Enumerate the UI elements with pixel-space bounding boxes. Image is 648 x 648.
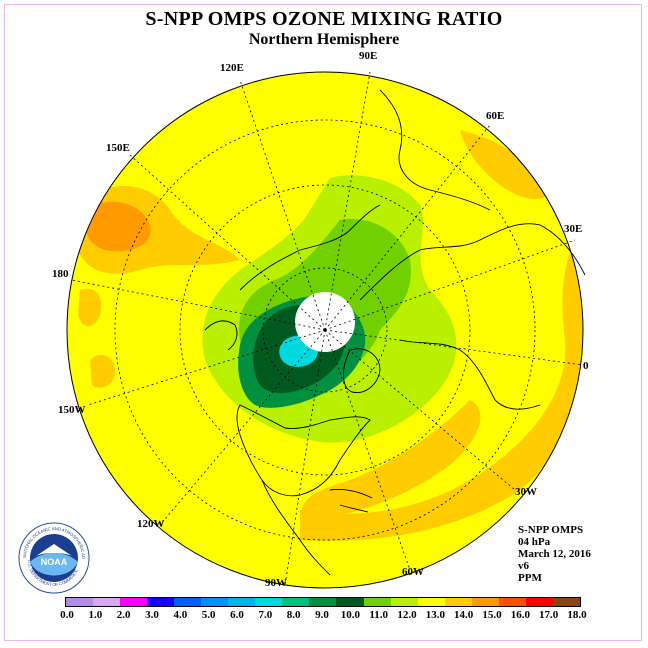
colorbar-segment xyxy=(147,598,175,606)
meridian-120e xyxy=(239,79,326,331)
colorbar-segment xyxy=(363,598,391,606)
coastline-siberia xyxy=(239,204,381,291)
ozone-patch-orange-deep xyxy=(84,201,151,252)
noaa-logo: NOAA NATIONAL OCEANIC AND ATMOSPHERIC AD… xyxy=(18,522,90,594)
lon-label-30e: 30E xyxy=(564,223,583,235)
meridian-30e xyxy=(324,239,576,331)
lon-label-180: 180 xyxy=(52,268,69,280)
lon-label-90w: 90W xyxy=(265,577,287,589)
ozone-band-orange-northeast xyxy=(460,130,550,200)
colorbar-tick-label: 2.0 xyxy=(116,609,131,621)
product-info: S-NPP OMPS 04 hPa March 12, 2016 v6 PPM xyxy=(518,524,591,584)
colorbar-ticks: 0.0 1.0 2.0 3.0 4.0 5.0 6.0 7.0 8.0 9.0 10.0 11.0 12… xyxy=(0,609,648,623)
colorbar-tick-label: 10.0 xyxy=(340,609,360,621)
meridian-90e xyxy=(324,71,371,331)
colorbar-segment xyxy=(471,598,499,606)
colorbar-tick-label: 14.0 xyxy=(454,609,474,621)
colorbar-segment xyxy=(93,598,121,606)
ozone-band-orange-east xyxy=(300,220,583,541)
colorbar-tick-label: 17.0 xyxy=(539,609,559,621)
lon-label-60e: 60E xyxy=(486,110,505,122)
colorbar-segment xyxy=(228,598,256,606)
colorbar-tick-label: 1.0 xyxy=(88,609,103,621)
colorbar-segment xyxy=(336,598,364,606)
ozone-field xyxy=(67,72,583,588)
meridian-60e xyxy=(324,124,491,331)
colorbar-tick-label: 12.0 xyxy=(397,609,417,621)
colorbar-segment xyxy=(444,598,472,606)
coastline-alaska xyxy=(204,320,238,351)
colorbar xyxy=(65,597,581,607)
lon-label-120w: 120W xyxy=(137,518,165,530)
colorbar-segment xyxy=(66,598,94,606)
info-pressure: 04 hPa xyxy=(518,536,551,548)
lon-label-150e: 150E xyxy=(106,142,130,154)
colorbar-segment xyxy=(282,598,310,606)
colorbar-tick-label: 16.0 xyxy=(510,609,530,621)
colorbar-segment xyxy=(498,598,526,606)
info-date: March 12, 2016 xyxy=(518,548,591,560)
colorbar-segment xyxy=(201,598,229,606)
map-subtitle: Northern Hemisphere xyxy=(248,31,400,48)
colorbar-tick-label: 5.0 xyxy=(201,609,216,621)
colorbar-tick-label: 8.0 xyxy=(286,609,301,621)
colorbar-tick-label: 15.0 xyxy=(482,609,502,621)
coastlines xyxy=(204,89,586,576)
colorbar-segment xyxy=(552,598,580,606)
colorbar-segment xyxy=(174,598,202,606)
ozone-patch-orange-mid xyxy=(78,288,102,327)
noaa-logo-text: NOAA xyxy=(41,557,68,567)
colorbar-tick-label: 3.0 xyxy=(145,609,159,621)
latitude-circle-80 xyxy=(262,267,388,393)
meridian-30w xyxy=(324,329,516,491)
colorbar-tick-label: 6.0 xyxy=(230,609,244,621)
colorbar-segment xyxy=(417,598,445,606)
lon-label-60w: 60W xyxy=(402,566,424,578)
colorbar-tick-label: 7.0 xyxy=(258,609,273,621)
latitude-circle-40 xyxy=(114,119,536,541)
info-version: v6 xyxy=(518,560,529,572)
colorbar-segment xyxy=(255,598,283,606)
lon-label-0: 0 xyxy=(583,360,589,372)
info-instrument: S-NPP OMPS xyxy=(518,524,584,536)
ozone-patch-orange-small xyxy=(90,354,115,388)
coastline-caribbean xyxy=(329,489,373,513)
colorbar-tick-label: 11.0 xyxy=(369,609,388,621)
colorbar-segment xyxy=(390,598,418,606)
latitude-circle-60 xyxy=(179,184,471,476)
colorbar-tick-label: 18.0 xyxy=(567,609,587,621)
colorbar-tick-label: 9.0 xyxy=(315,609,329,621)
colorbar-segment xyxy=(120,598,148,606)
colorbar-segment xyxy=(525,598,553,606)
coastline-north-america xyxy=(236,404,371,497)
polar-data-gap xyxy=(295,292,355,352)
lon-label-90e: 90E xyxy=(359,50,378,62)
meridian-90w xyxy=(284,329,326,586)
lon-label-150w: 150W xyxy=(58,404,86,416)
colorbar-tick-label: 0.0 xyxy=(60,609,74,621)
coastline-asia-east xyxy=(379,89,491,211)
colorbar-tick-label: 4.0 xyxy=(173,609,188,621)
lon-label-30w: 30W xyxy=(515,486,537,498)
meridian-150w xyxy=(87,329,326,406)
colorbar-tick-label: 13.0 xyxy=(425,609,445,621)
colorbar-segment xyxy=(309,598,337,606)
lon-label-120e: 120E xyxy=(220,62,244,74)
coastline-greenland xyxy=(343,348,381,393)
map-title: S-NPP OMPS OZONE MIXING RATIO xyxy=(145,8,503,30)
meridian-150e xyxy=(129,154,326,331)
map-boundary xyxy=(66,71,584,589)
graticule xyxy=(71,71,584,586)
coastline-central-america xyxy=(261,479,331,576)
coastline-eurasia xyxy=(359,223,586,410)
info-units: PPM xyxy=(518,572,542,584)
meridian-0 xyxy=(324,329,584,366)
